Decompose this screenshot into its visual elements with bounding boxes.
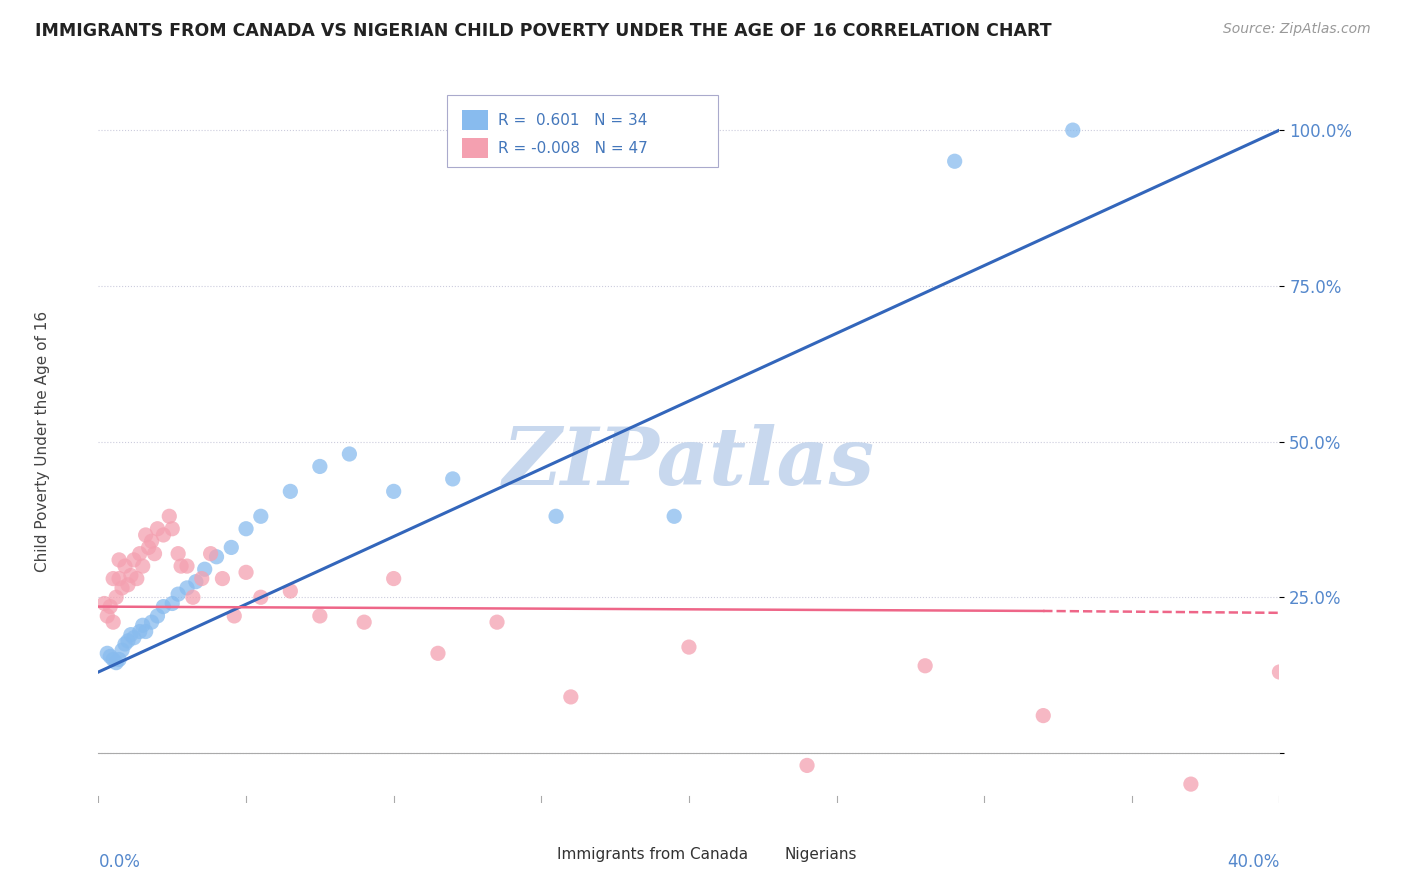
Point: [117, 633, 139, 648]
Point: [194, 562, 217, 576]
FancyBboxPatch shape: [463, 138, 488, 159]
Point: [167, 547, 190, 561]
Point: [120, 568, 142, 582]
Point: [200, 547, 222, 561]
Text: R = -0.008   N = 47: R = -0.008 N = 47: [498, 141, 647, 156]
Point: [678, 640, 700, 654]
Point: [105, 656, 128, 670]
Point: [309, 609, 332, 624]
Point: [152, 528, 174, 542]
Point: [103, 615, 125, 630]
Point: [280, 584, 302, 599]
Point: [103, 572, 125, 586]
Point: [176, 559, 198, 574]
Point: [111, 643, 134, 657]
Point: [382, 484, 405, 499]
Text: Nigerians: Nigerians: [785, 847, 858, 863]
Point: [122, 553, 145, 567]
Point: [560, 690, 582, 704]
Point: [205, 549, 228, 564]
Point: [114, 637, 136, 651]
Point: [235, 522, 257, 536]
Point: [128, 624, 150, 639]
Point: [93, 597, 115, 611]
Point: [167, 587, 190, 601]
Point: [211, 572, 233, 586]
Point: [914, 658, 936, 673]
Point: [103, 652, 125, 666]
Point: [1062, 123, 1084, 137]
Point: [191, 572, 214, 586]
Point: [105, 591, 128, 605]
Point: [117, 578, 139, 592]
Point: [98, 599, 121, 614]
Point: [108, 652, 131, 666]
Point: [1032, 708, 1054, 723]
Point: [128, 547, 150, 561]
Text: Source: ZipAtlas.com: Source: ZipAtlas.com: [1223, 22, 1371, 37]
Point: [152, 599, 174, 614]
Text: R =  0.601   N = 34: R = 0.601 N = 34: [498, 113, 647, 128]
Point: [280, 484, 302, 499]
Point: [796, 758, 818, 772]
FancyBboxPatch shape: [515, 847, 547, 864]
Point: [108, 572, 131, 586]
FancyBboxPatch shape: [447, 95, 718, 167]
Point: [1180, 777, 1202, 791]
Point: [176, 581, 198, 595]
Point: [120, 627, 142, 641]
Point: [181, 591, 204, 605]
FancyBboxPatch shape: [742, 847, 775, 864]
Point: [546, 509, 568, 524]
Point: [111, 581, 134, 595]
Point: [138, 541, 160, 555]
Y-axis label: Child Poverty Under the Age of 16: Child Poverty Under the Age of 16: [35, 311, 49, 572]
Point: [353, 615, 375, 630]
Point: [224, 609, 246, 624]
Point: [141, 615, 163, 630]
FancyBboxPatch shape: [463, 111, 488, 130]
Point: [157, 509, 180, 524]
Point: [486, 615, 509, 630]
Text: ZIPatlas: ZIPatlas: [503, 425, 875, 502]
Point: [122, 631, 145, 645]
Point: [114, 559, 136, 574]
Point: [250, 591, 273, 605]
Point: [132, 618, 155, 632]
Point: [146, 522, 169, 536]
Point: [309, 459, 332, 474]
Point: [943, 154, 966, 169]
Point: [184, 574, 207, 589]
Text: IMMIGRANTS FROM CANADA VS NIGERIAN CHILD POVERTY UNDER THE AGE OF 16 CORRELATION: IMMIGRANTS FROM CANADA VS NIGERIAN CHILD…: [35, 22, 1052, 40]
Point: [135, 528, 157, 542]
Text: 40.0%: 40.0%: [1227, 854, 1279, 871]
Point: [143, 547, 166, 561]
Point: [125, 572, 148, 586]
Point: [96, 646, 118, 660]
Point: [162, 522, 183, 536]
Point: [664, 509, 686, 524]
Point: [162, 597, 183, 611]
Point: [146, 609, 169, 624]
Point: [98, 649, 121, 664]
Text: Immigrants from Canada: Immigrants from Canada: [557, 847, 748, 863]
Point: [108, 553, 131, 567]
Point: [221, 541, 243, 555]
Point: [1268, 665, 1291, 679]
Point: [235, 566, 257, 580]
Point: [427, 646, 450, 660]
Text: 0.0%: 0.0%: [98, 854, 141, 871]
Point: [250, 509, 273, 524]
Point: [135, 624, 157, 639]
Point: [96, 609, 118, 624]
Point: [170, 559, 193, 574]
Point: [141, 534, 163, 549]
Point: [339, 447, 361, 461]
Point: [441, 472, 464, 486]
Point: [382, 572, 405, 586]
Point: [132, 559, 155, 574]
